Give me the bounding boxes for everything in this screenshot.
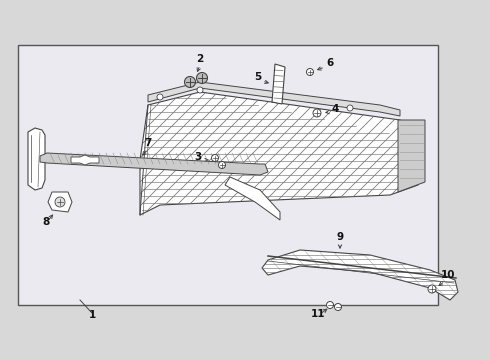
Polygon shape [28,128,45,190]
Polygon shape [40,153,268,175]
Polygon shape [398,120,425,192]
Text: 6: 6 [326,58,334,68]
Circle shape [335,303,342,310]
Polygon shape [272,64,285,104]
Text: 3: 3 [195,152,201,162]
Text: 2: 2 [196,54,204,64]
Circle shape [157,94,163,100]
Text: 10: 10 [441,270,455,280]
Circle shape [428,285,436,293]
Circle shape [347,105,353,111]
Circle shape [55,197,65,207]
Bar [18,45,438,305]
Polygon shape [71,155,99,165]
Text: 8: 8 [42,217,49,227]
Circle shape [185,77,196,87]
Text: 7: 7 [145,138,152,148]
Polygon shape [48,192,72,212]
Circle shape [326,302,334,309]
Text: 9: 9 [337,232,343,242]
Polygon shape [140,92,420,215]
Circle shape [212,154,219,162]
Text: 5: 5 [254,72,262,82]
Text: 1: 1 [88,310,96,320]
Polygon shape [262,250,458,300]
Circle shape [196,72,207,84]
Text: 4: 4 [331,104,339,114]
Text: 11: 11 [311,309,325,319]
Circle shape [219,162,225,168]
Polygon shape [148,82,400,116]
Circle shape [313,109,321,117]
Polygon shape [225,177,280,220]
Circle shape [307,68,314,76]
Circle shape [197,87,203,93]
